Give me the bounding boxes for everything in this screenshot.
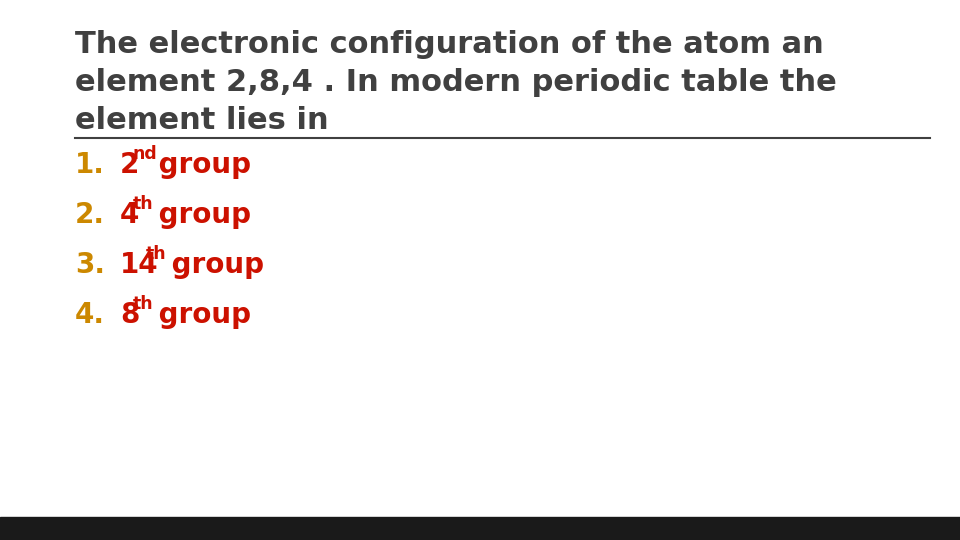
Text: group: group: [149, 151, 252, 179]
Text: 2: 2: [120, 151, 139, 179]
Bar: [0, 517, 960, 540]
Text: group: group: [162, 251, 264, 279]
Text: 8: 8: [120, 301, 139, 329]
Text: th: th: [133, 195, 154, 213]
Text: nd: nd: [133, 145, 157, 163]
Text: The electronic configuration of the atom an: The electronic configuration of the atom…: [75, 30, 824, 59]
Text: 3.: 3.: [75, 251, 105, 279]
Text: th: th: [133, 295, 154, 313]
Text: element 2,8,4 . In modern periodic table the: element 2,8,4 . In modern periodic table…: [75, 68, 837, 97]
Text: 4.: 4.: [75, 301, 105, 329]
Text: 4: 4: [120, 201, 139, 229]
Text: th: th: [146, 245, 167, 263]
Text: group: group: [149, 201, 252, 229]
Text: 14: 14: [120, 251, 158, 279]
Text: group: group: [149, 301, 252, 329]
Text: element lies in: element lies in: [75, 106, 328, 135]
Text: 2.: 2.: [75, 201, 105, 229]
Text: 1.: 1.: [75, 151, 105, 179]
